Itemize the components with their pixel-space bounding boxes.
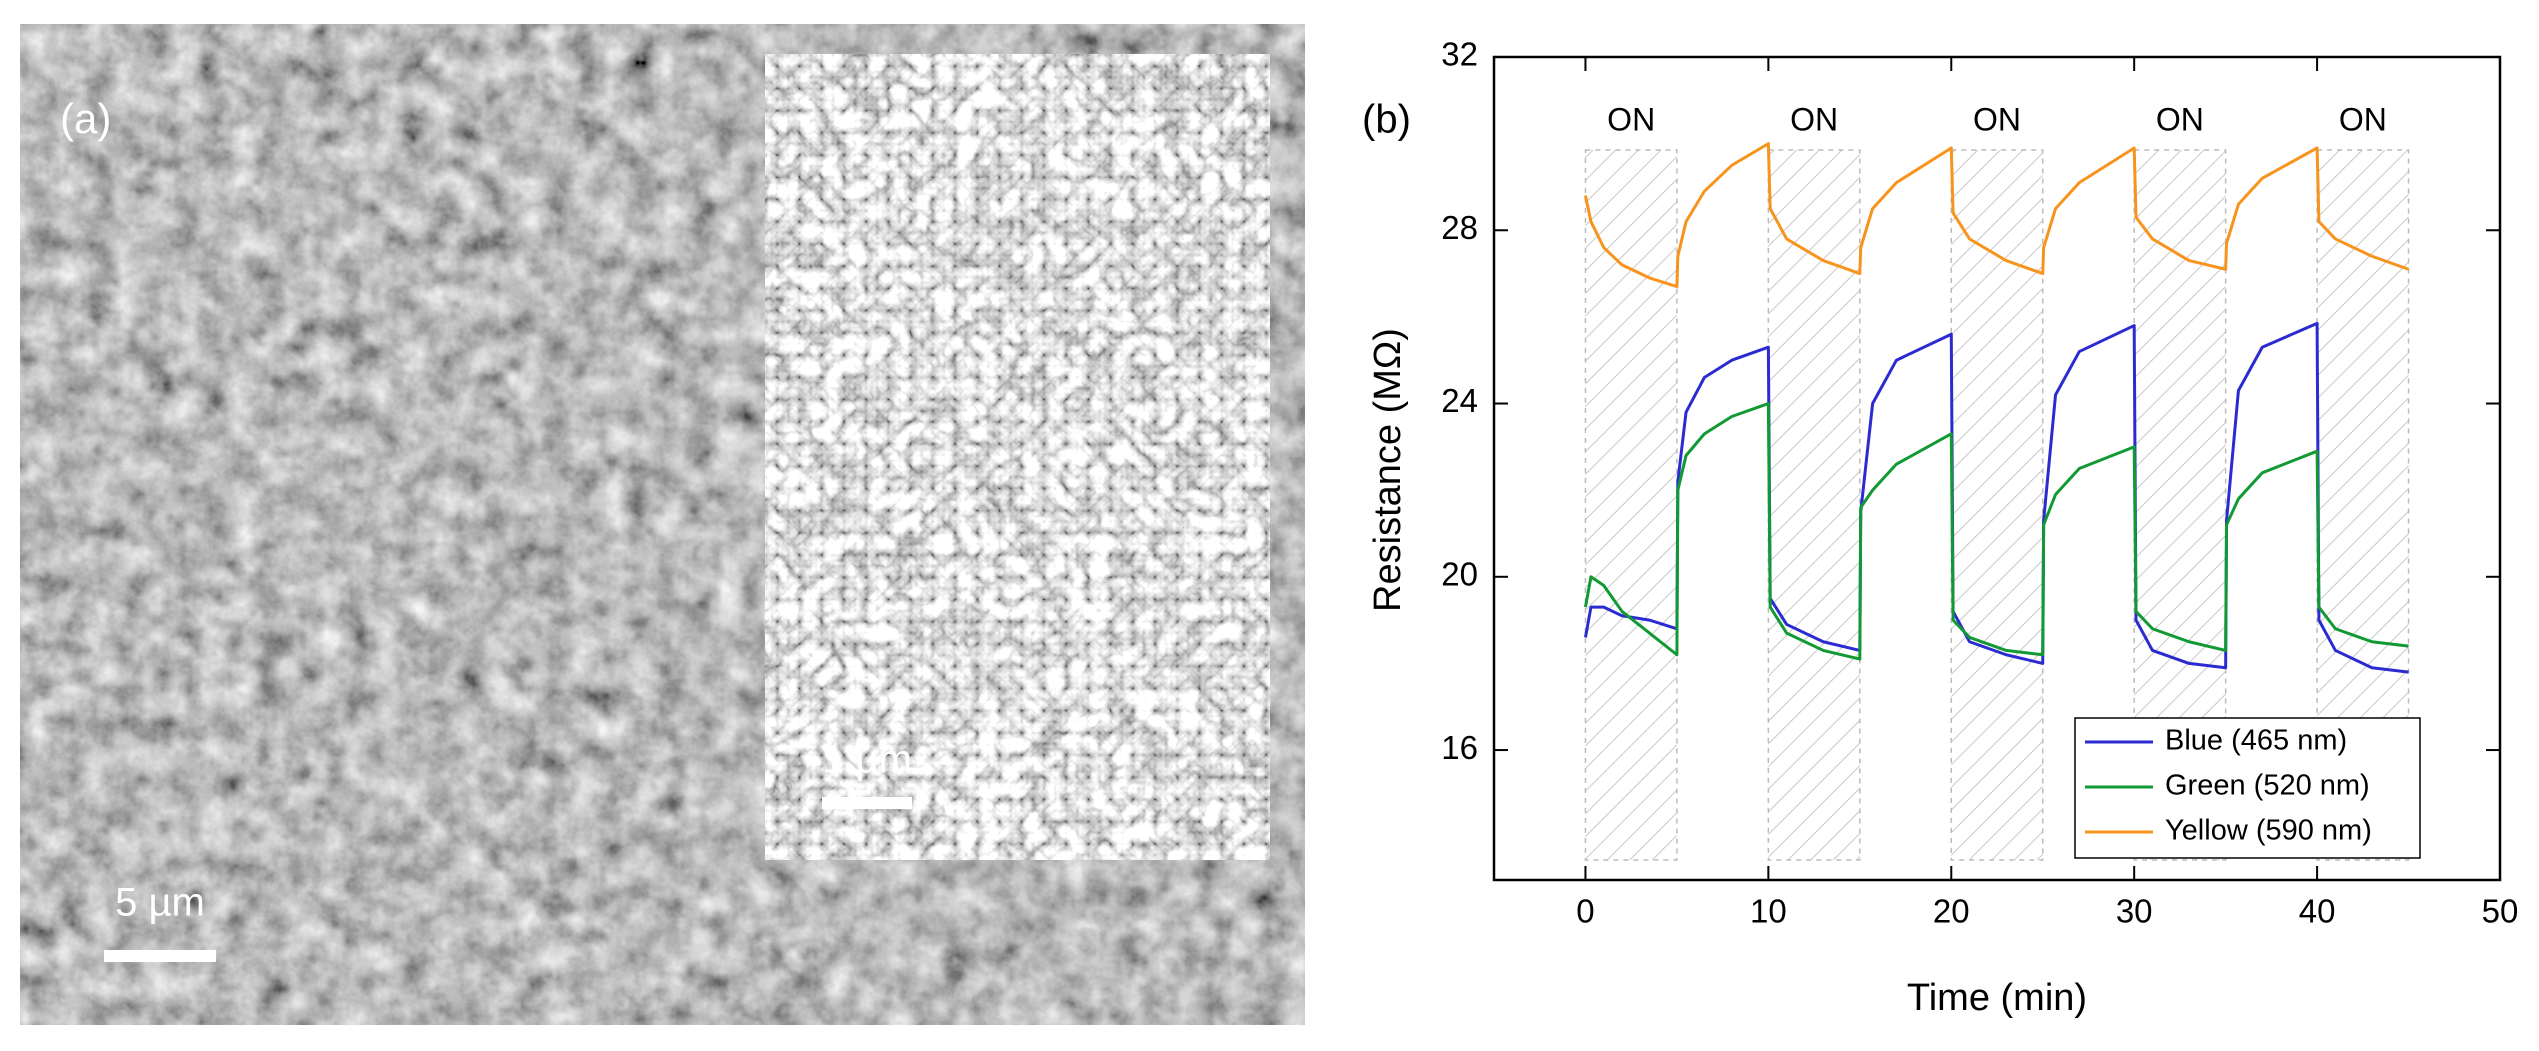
- on-label: ON: [2339, 101, 2387, 137]
- x-tick-label: 20: [1933, 893, 1970, 930]
- y-tick-label: 20: [1441, 556, 1478, 593]
- scale-bar-label: 5 µm: [115, 881, 205, 925]
- plot-frame: [1492, 55, 2502, 882]
- y-tick-label: 16: [1441, 729, 1478, 766]
- series-line: [1583, 142, 2410, 289]
- on-label: ON: [2156, 101, 2204, 137]
- x-tick-label: 30: [2116, 893, 2153, 930]
- scale-bar: [104, 950, 216, 962]
- x-tick-label: 0: [1576, 893, 1594, 930]
- y-axis-label: Resistance (MΩ): [1367, 328, 1409, 612]
- x-axis-label: Time (min): [1907, 977, 2087, 1019]
- panel-label: (a): [60, 95, 111, 142]
- y-tick-label: 28: [1441, 209, 1478, 246]
- sem-panel: (a) 5 µm 1 µm: [20, 24, 1305, 1025]
- series-line: [1583, 402, 2409, 661]
- on-label: ON: [1607, 101, 1655, 137]
- inset-scale-bar-label: 1 µm: [822, 738, 912, 782]
- x-tick-label: 50: [2482, 893, 2519, 930]
- legend-label: Yellow (590 nm): [2165, 815, 2372, 847]
- x-tick-label: 40: [2299, 893, 2336, 930]
- y-tick-label: 24: [1441, 382, 1478, 419]
- on-label: ON: [1973, 101, 2021, 137]
- on-interval: [1584, 149, 1678, 861]
- y-tick-label: 32: [1441, 36, 1478, 73]
- chart: (b) Time (min) Resistance (MΩ) ON ON ON ON O…: [1362, 36, 2518, 1019]
- sem-inset: [763, 52, 1272, 862]
- inset-scale-bar: [822, 797, 912, 809]
- panel-label: (b): [1362, 98, 1411, 142]
- legend-label: Blue (465 nm): [2165, 725, 2347, 757]
- on-label: ON: [1790, 101, 1838, 137]
- x-tick-label: 10: [1750, 893, 1787, 930]
- legend-label: Green (520 nm): [2165, 770, 2370, 802]
